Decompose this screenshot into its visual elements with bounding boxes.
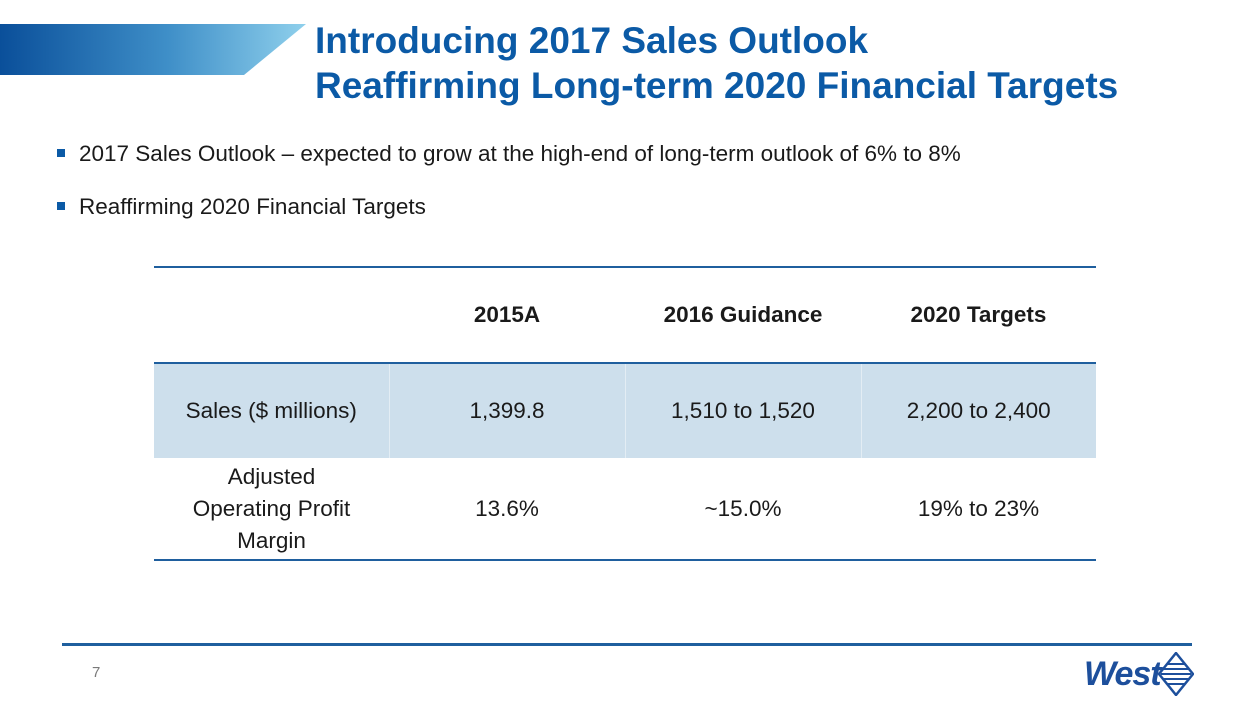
table-row: Sales ($ millions) 1,399.8 1,510 to 1,52… [154, 363, 1096, 458]
table-cell: 2,200 to 2,400 [860, 363, 1096, 458]
table-cell: 13.6% [475, 495, 539, 521]
table-cell: ~15.0% [704, 495, 782, 521]
row-label-line: Operating Profit [192, 495, 351, 521]
logo-wordmark: West [1084, 655, 1162, 693]
table-cell: 19% to 23% [917, 495, 1040, 521]
row-label-line: Margin [237, 527, 306, 553]
title-line-1: Introducing 2017 Sales Outlook [315, 20, 869, 61]
bullet-item: 2017 Sales Outlook – expected to grow at… [57, 140, 961, 167]
bullet-square-icon [57, 202, 65, 210]
bullet-item: Reaffirming 2020 Financial Targets [57, 193, 961, 220]
column-header: 2020 Targets [910, 302, 1047, 327]
table-cell: 1,399.8 [388, 363, 625, 458]
financial-targets-table: 2015A 2016 Guidance 2020 Targets Sales (… [154, 266, 1096, 561]
west-logo: West [1084, 652, 1194, 696]
row-label: Adjusted Operating Profit Margin [154, 458, 389, 560]
page-number: 7 [92, 664, 101, 681]
table-cell: 1,510 to 1,520 [624, 363, 861, 458]
column-header: 2015A [473, 302, 541, 327]
column-header: 2016 Guidance [663, 302, 823, 327]
table-row: Adjusted Operating Profit Margin 13.6% ~… [154, 458, 1096, 560]
footer-divider [62, 643, 1192, 646]
bullet-list: 2017 Sales Outlook – expected to grow at… [57, 140, 961, 246]
slide-title: Introducing 2017 Sales Outlook Reaffirmi… [315, 18, 1118, 108]
title-line-2: Reaffirming Long-term 2020 Financial Tar… [315, 65, 1119, 106]
row-label: Sales ($ millions) [185, 398, 357, 423]
bullet-square-icon [57, 149, 65, 157]
column-header [154, 267, 389, 363]
bullet-text: Reaffirming 2020 Financial Targets [79, 194, 426, 219]
table-header-row: 2015A 2016 Guidance 2020 Targets [154, 267, 1096, 363]
row-label-line: Adjusted [227, 463, 316, 489]
bullet-text: 2017 Sales Outlook – expected to grow at… [79, 141, 961, 166]
diamond-logo-icon [1158, 652, 1194, 696]
header-accent-bar [0, 24, 306, 75]
